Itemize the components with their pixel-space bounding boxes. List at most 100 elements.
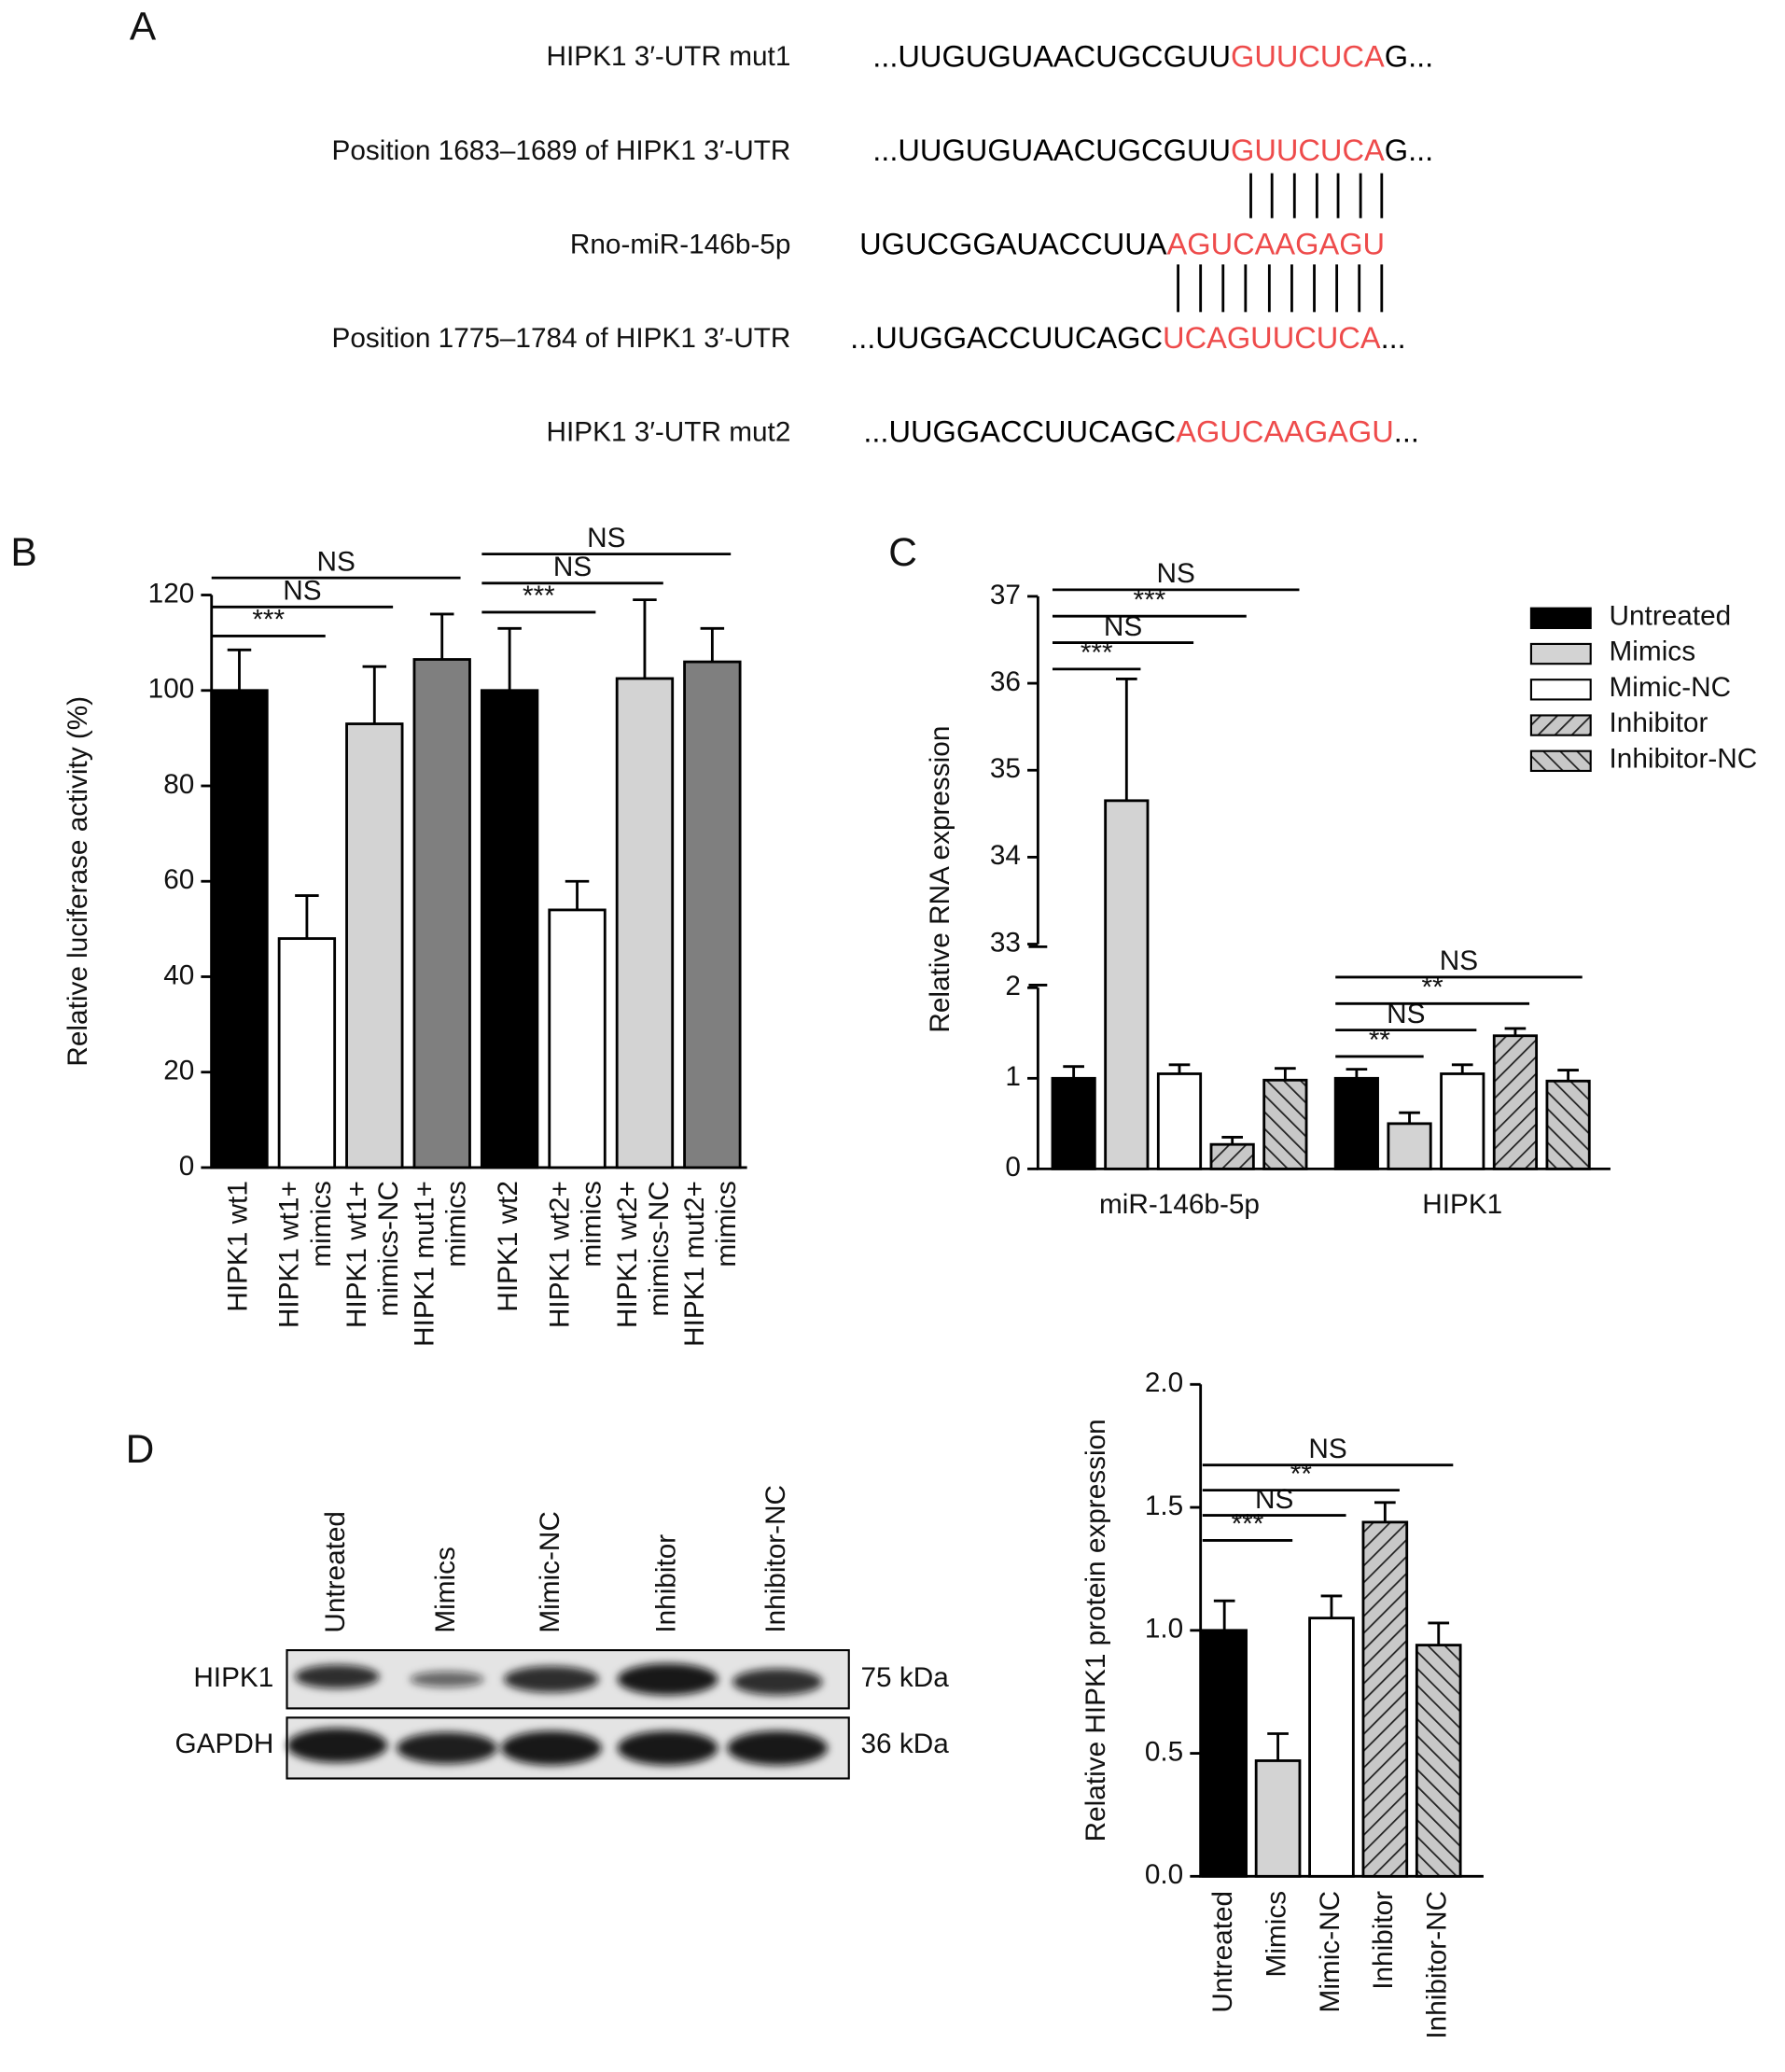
- legend-label: Mimics: [1610, 637, 1696, 667]
- significance-label: ***: [252, 605, 285, 636]
- bar: [1201, 1629, 1248, 1878]
- x-tick-label: HIPK1 wt2+: [544, 1181, 575, 1328]
- panel-label: C: [888, 531, 917, 575]
- sequence-part: GUUCUCA: [1231, 133, 1385, 167]
- sequence-label: Position 1775–1784 of HIPK1 3′-UTR: [332, 323, 791, 354]
- x-tick-label: HIPK1 mut2+: [679, 1181, 710, 1347]
- x-tick-label: HIPK1 wt1: [222, 1181, 253, 1312]
- x-tick-label: Mimics: [1261, 1891, 1291, 1978]
- bar: [1254, 1759, 1302, 1878]
- legend-label: Inhibitor-NC: [1610, 743, 1758, 774]
- legend-label: Untreated: [1610, 600, 1732, 631]
- x-tick-label: Inhibitor-NC: [1422, 1891, 1453, 2039]
- error-bar: [1346, 1068, 1368, 1079]
- bar: [1545, 1079, 1591, 1170]
- y-tick-label: 0.5: [1145, 1736, 1183, 1767]
- significance-label: NS: [283, 576, 321, 607]
- x-tick-label: HIPK1 wt2: [493, 1181, 523, 1312]
- bar: [277, 937, 337, 1169]
- significance-label: NS: [316, 546, 355, 577]
- x-tick-label: mimics: [711, 1181, 742, 1267]
- y-tick-label: 1.0: [1145, 1614, 1183, 1645]
- error-bar: [1267, 1732, 1289, 1761]
- blot-row-label: GAPDH: [175, 1729, 274, 1759]
- blot-band: [294, 1664, 380, 1689]
- y-tick-label: 1.5: [1145, 1491, 1183, 1521]
- y-tick-label: 1: [1005, 1061, 1021, 1092]
- bar: [1333, 1076, 1379, 1170]
- y-axis-title: Relative RNA expression: [925, 726, 955, 1033]
- error-bar: [497, 626, 522, 691]
- significance-label: NS: [587, 523, 625, 553]
- x-tick-label: mimics: [306, 1181, 337, 1267]
- x-tick-label: HIPK1 wt1+: [342, 1181, 372, 1328]
- significance-label: NS: [1440, 945, 1478, 976]
- blot-row-label: HIPK1: [193, 1662, 273, 1693]
- sequence-part: ...UUGGACCUUCAGC: [863, 414, 1176, 448]
- sequence: ...UUGGACCUUCAGCUCAGUUCUCA...: [850, 321, 1406, 355]
- bar: [1492, 1034, 1539, 1170]
- bar: [615, 677, 675, 1169]
- blot-band: [727, 1730, 829, 1766]
- sequence-label: HIPK1 3′-UTR mut2: [547, 417, 791, 448]
- sequence-label: HIPK1 3′-UTR mut1: [547, 41, 791, 72]
- y-tick-label: 37: [990, 580, 1021, 610]
- sequence-part: ...UUGGACCUUCAGC: [850, 321, 1163, 355]
- x-tick-label: mimics: [576, 1181, 607, 1267]
- sequence-part: ...UUGUGUAACUGCGUU: [872, 133, 1231, 167]
- significance-label: **: [1422, 973, 1444, 1003]
- sequence-part: UGUCGGAUACCUUA: [859, 227, 1167, 260]
- panel-label: A: [130, 5, 157, 49]
- bar: [210, 689, 269, 1169]
- legend-swatch: [1529, 607, 1592, 630]
- sequence: ...UUGGACCUUCAGCAGUCAAGAGU...: [863, 414, 1419, 448]
- error-bar: [1063, 1065, 1084, 1079]
- blot-band: [503, 1666, 599, 1693]
- sequence-part: UCAGUUCUCA: [1163, 321, 1381, 355]
- bar: [1209, 1142, 1255, 1170]
- sequence-label: Position 1683–1689 of HIPK1 3′-UTR: [332, 135, 791, 166]
- western-blot: [286, 1649, 850, 1780]
- error-bar: [633, 598, 657, 679]
- y-tick-label: 0: [179, 1151, 195, 1182]
- error-bar: [1115, 678, 1137, 801]
- bar: [1308, 1617, 1355, 1878]
- error-bar: [1320, 1594, 1343, 1618]
- x-tick-label: HIPK1 wt2+: [612, 1181, 643, 1328]
- blot-band: [732, 1668, 823, 1696]
- y-axis-title: Relative HIPK1 protein expression: [1081, 1419, 1111, 1841]
- blot-band: [410, 1671, 484, 1687]
- lane-label: Mimic-NC: [535, 1511, 565, 1633]
- y-tick-label: 0: [1005, 1152, 1021, 1183]
- y-tick-label: 34: [990, 840, 1021, 871]
- significance-label: ***: [523, 581, 555, 611]
- lane-label: Mimics: [430, 1547, 461, 1633]
- pairing-lines: [1177, 173, 1384, 313]
- y-tick-label: 2.0: [1145, 1367, 1183, 1398]
- bar: [1051, 1076, 1096, 1170]
- error-bar: [1168, 1063, 1191, 1074]
- error-bar: [1275, 1067, 1296, 1081]
- error-bar: [1213, 1599, 1235, 1631]
- error-bar: [700, 626, 725, 663]
- legend-label: Mimic-NC: [1610, 672, 1732, 703]
- blot-band: [286, 1728, 388, 1763]
- bar: [548, 908, 607, 1169]
- error-bar: [1451, 1063, 1473, 1074]
- bar: [1387, 1122, 1432, 1170]
- y-tick-label: 60: [163, 864, 194, 895]
- sequence-part: G...: [1385, 133, 1434, 167]
- y-tick-label: 0.0: [1145, 1859, 1183, 1890]
- y-tick-label: 2: [1005, 971, 1021, 1001]
- sequence-part: G...: [1385, 39, 1434, 73]
- x-tick-label: HIPK1: [1422, 1189, 1502, 1220]
- sequence-part: AGUCAAGAGU: [1176, 414, 1394, 448]
- error-bar: [429, 612, 454, 660]
- error-bar: [1504, 1027, 1527, 1036]
- error-bar: [1399, 1111, 1420, 1124]
- error-bar: [362, 665, 387, 724]
- bar: [1262, 1078, 1308, 1170]
- significance-label: **: [1290, 1459, 1313, 1490]
- bar: [1156, 1072, 1203, 1170]
